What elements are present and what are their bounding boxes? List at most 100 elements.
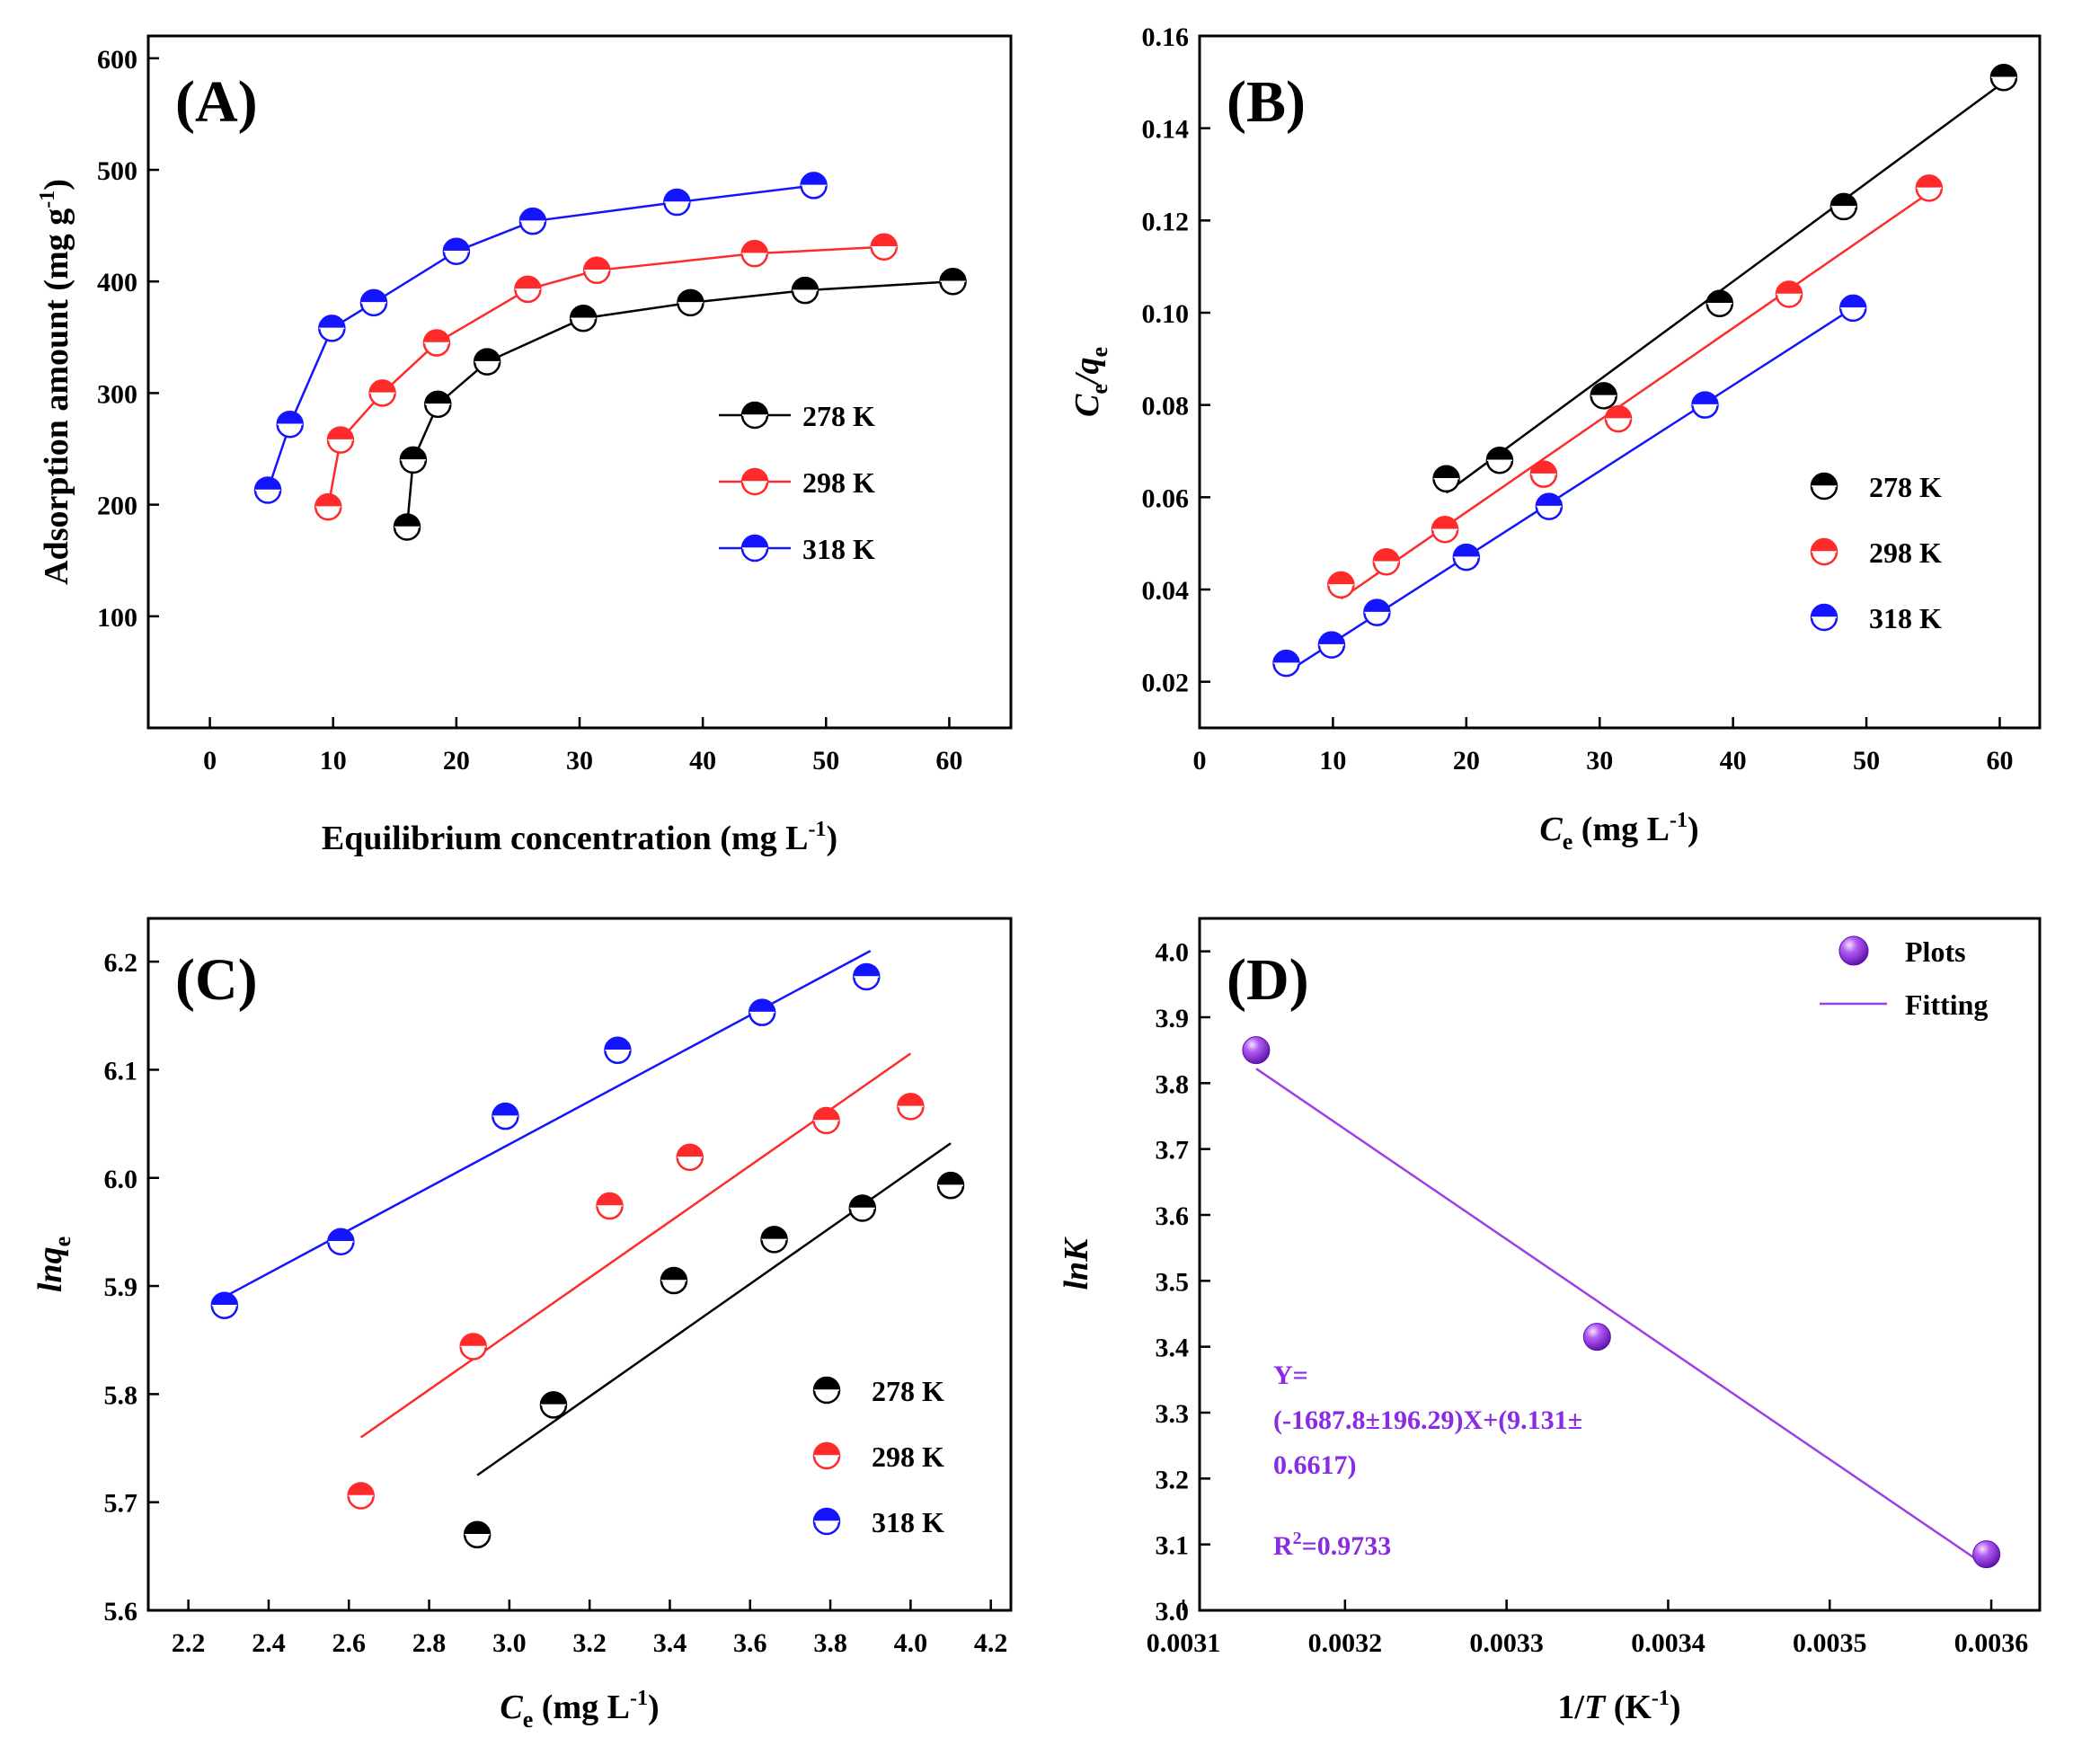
panel-b-y-tick-label: 0.14 (1142, 115, 1190, 145)
panel-b-y-tick-label: 0.02 (1142, 669, 1190, 698)
legend-marker-symbol (740, 534, 769, 563)
panel-b-data-point-278 (1989, 63, 2018, 92)
panel-c-data-point-318 (853, 962, 881, 991)
panel-c-fit-line-278 (476, 1142, 952, 1476)
panel-a-y-axis-title: Adsorption amount (mg g-1) (36, 179, 75, 585)
panel-a-data-point-318 (442, 237, 471, 265)
panel-b-x-tick-label: 30 (1586, 746, 1613, 776)
panel-c-data-point-278 (936, 1171, 965, 1200)
legend-b-label-298: 298 K (1869, 536, 1942, 569)
legend-b-marker-278 (1810, 472, 1838, 501)
panel-a-frame (146, 34, 1013, 730)
panel-b-data-point-278 (1705, 289, 1734, 317)
legend-c-label-278: 278 K (872, 1375, 944, 1407)
legend-b-marker-298 (1810, 537, 1838, 566)
panel-d-y-tick-label: 4.0 (1156, 938, 1190, 968)
panel-c-y-tick-label: 5.6 (104, 1597, 138, 1627)
panel-d-x-tick-label: 0.0033 (1469, 1628, 1544, 1658)
panel-a-y-tick-label: 300 (97, 379, 137, 409)
panel-c-data-point-298 (812, 1106, 840, 1135)
panel-b-data-point-318 (1838, 294, 1867, 323)
panel-c-data-point-298 (459, 1333, 487, 1361)
legend-marker-symbol (1810, 537, 1838, 566)
panel-c-x-tick-label: 2.2 (172, 1628, 206, 1658)
panel-c-x-tick-label: 2.8 (412, 1628, 447, 1658)
panel-a-data-point-298 (870, 233, 898, 261)
panel-c-data-point-298 (347, 1482, 375, 1510)
legend-c-marker-278 (812, 1376, 841, 1405)
panel-b-data-point-278 (1590, 382, 1617, 410)
panel-a-x-tick-label: 30 (566, 746, 593, 776)
panel-b-data-point-278 (1485, 447, 1514, 474)
panel-a-data-point-278 (393, 513, 421, 541)
panel-c-series (210, 949, 965, 1549)
panel-d-y-tick-label: 3.8 (1156, 1069, 1190, 1099)
panel-b-data-point-298 (1604, 404, 1633, 433)
panel-a-data-point-278 (569, 304, 598, 332)
panel-d-y-tick-label: 3.6 (1156, 1201, 1190, 1231)
panel-c-ticks: 2.2 2.4 2.6 2.8 3.0 3.2 3.4 3.6 3.8 4.0 4.2 5.6 5.7 5… (104, 948, 1008, 1658)
legend-d-marker-plots (1838, 935, 1869, 966)
panel-a-x-tick-label: 40 (689, 746, 716, 776)
panel-c-x-tick-label: 3.0 (492, 1628, 527, 1658)
panel-d-y-tick-label: 3.4 (1156, 1334, 1190, 1363)
panel-d-label: (D) (1227, 947, 1309, 1013)
panel-b-data-point-318 (1535, 492, 1564, 520)
legend-a-marker-298 (740, 467, 769, 496)
panel-c-x-tick-label: 3.4 (653, 1628, 687, 1658)
legend-d-label-plots: Plots (1905, 935, 1966, 968)
fit-equation-line-3: 0.6617) (1273, 1450, 1357, 1480)
panel-b-fit-line-278 (1445, 81, 2005, 494)
panel-b-y-axis-title: Ce/qe (1068, 347, 1112, 417)
panel-a-data-point-318 (359, 288, 388, 317)
panel-a-x-axis-title: Equilibrium concentration (mg L-1) (322, 818, 837, 857)
panel-b-x-tick-label: 0 (1193, 746, 1207, 776)
panel-d: 0.0031 0.0032 0.0033 0.0034 0.0035 0.0036 3.0 3… (1058, 917, 2042, 1726)
panel-c-y-tick-label: 5.7 (104, 1489, 138, 1519)
panel-a-data-point-318 (253, 476, 282, 504)
panel-b-x-tick-label: 50 (1853, 746, 1880, 776)
panel-d-y-tick-label: 3.1 (1156, 1531, 1190, 1561)
panel-b-data-point-318 (1363, 598, 1391, 626)
panel-c-x-tick-label: 2.6 (332, 1628, 367, 1658)
panel-a-x-tick-label: 20 (443, 746, 470, 776)
legend-marker-symbol (812, 1441, 841, 1470)
panel-a-y-tick-label: 500 (97, 156, 137, 186)
panel-d-frame (1198, 917, 2042, 1612)
panel-d-ticks: 0.0031 0.0032 0.0033 0.0034 0.0035 0.0036 3.0 3… (1147, 938, 2029, 1658)
panel-d-x-axis-title: 1/T (K-1) (1557, 1687, 1680, 1726)
panel-d-data-point (1972, 1540, 2001, 1569)
panel-b-y-tick-label: 0.06 (1142, 483, 1190, 513)
legend-marker-symbol (812, 1507, 841, 1536)
panel-c-x-tick-label: 4.0 (894, 1628, 928, 1658)
panel-a-data-point-298 (368, 379, 396, 407)
panel-b-data-point-278 (1829, 192, 1858, 221)
panel-c-x-tick-label: 4.2 (974, 1628, 1008, 1658)
panel-d-series (1242, 1036, 2001, 1569)
panel-a-x-tick-label: 10 (320, 746, 347, 776)
panel-c-data-point-298 (897, 1093, 925, 1121)
panel-b-ticks: 0 10 20 30 40 50 60 0.02 0.04 0.06 0.08 0.10 0.12 0.1… (1142, 22, 2014, 776)
panel-d-x-tick-label: 0.0031 (1147, 1628, 1221, 1658)
panel-d-x-tick-label: 0.0036 (1954, 1628, 2029, 1658)
legend-marker-symbol (740, 467, 769, 496)
panel-d-data-point (1242, 1036, 1271, 1065)
legend-b-label-278: 278 K (1869, 471, 1942, 503)
panel-d-data-point (1582, 1323, 1611, 1352)
legend-c-marker-318 (812, 1507, 841, 1536)
panel-a-data-point-298 (314, 492, 342, 521)
panel-c-x-tick-label: 3.2 (572, 1628, 607, 1658)
panel-c-x-axis-title: Ce (mg L-1) (500, 1687, 659, 1733)
legend-d-label-fitting: Fitting (1905, 988, 1988, 1021)
panel-b-series (1272, 63, 2018, 678)
panel-b-data-point-318 (1272, 649, 1300, 678)
panel-b-data-point-278 (1432, 465, 1460, 493)
panel-d-fit-equation: Y= (-1687.8±196.29)X+(9.131± 0.6617) R2=… (1273, 1361, 1582, 1561)
legend-a-marker-318 (740, 534, 769, 563)
panel-c-y-tick-label: 5.9 (104, 1272, 138, 1302)
panel-b-label: (B) (1227, 69, 1306, 135)
legend-a-label-278: 278 K (802, 400, 875, 432)
legend-marker-symbol (1810, 472, 1838, 501)
panel-b-x-tick-label: 20 (1453, 746, 1480, 776)
panel-c-legend: 278 K 298 K 318 K (812, 1375, 944, 1538)
